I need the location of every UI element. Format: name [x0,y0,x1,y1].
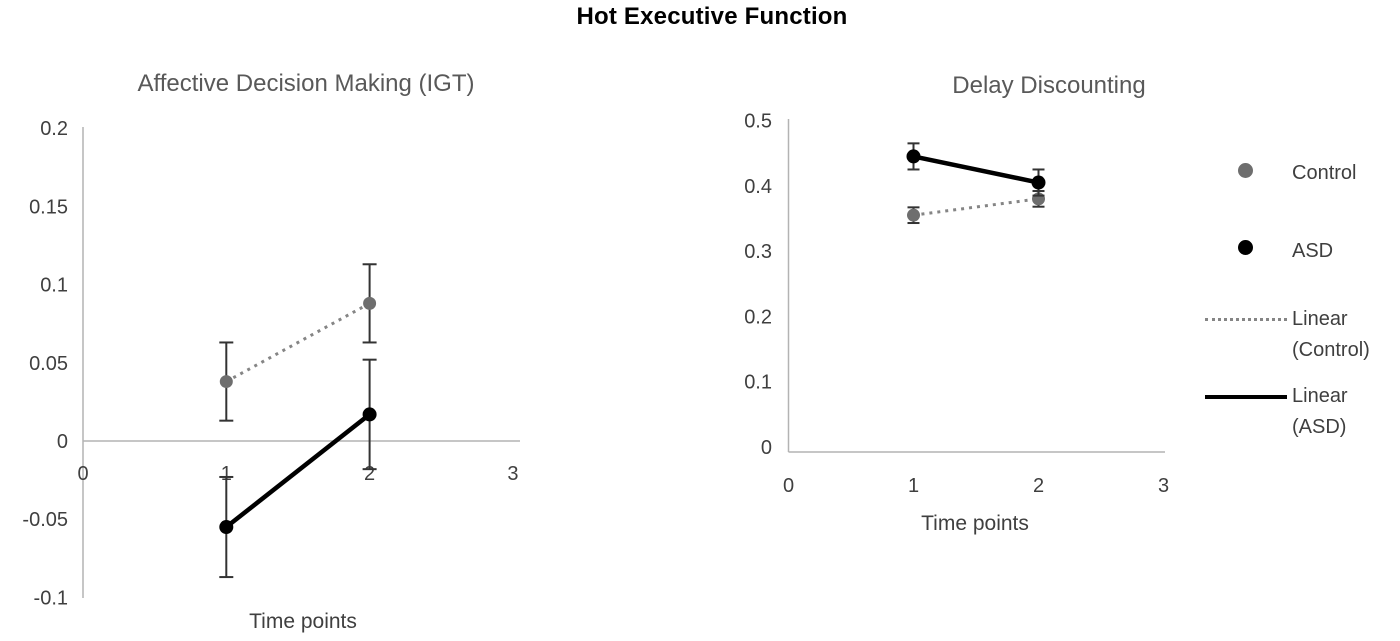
legend-label-linear-control: Linear (Control) [1292,308,1370,361]
legend-label-control: Control [1292,162,1357,184]
marker-control-t2 [363,296,377,310]
marker-asd-t1 [906,149,921,164]
y-tick-label: -0.1 [34,587,68,609]
y-tick-label: 0.2 [744,306,772,328]
x-tick-label: 2 [364,463,375,485]
y-tick-label: 0.5 [744,111,772,133]
x-tick-label: 3 [507,463,518,485]
y-tick-label: 0.3 [744,241,772,263]
x-tick-label: 2 [1033,475,1044,497]
chart-igt: 0.2 0.15 0.1 0.05 0 -0.05 -0.1 0 1 2 3 [22,118,520,609]
x-tick-label: 0 [77,463,88,485]
chart-delay-discounting: 0.5 0.4 0.3 0.2 0.1 00 1 2 3 [744,111,1169,498]
marker-asd-t2 [362,407,377,422]
chart-title-delay-discounting: Delay Discounting [952,72,1146,99]
marker-control-t1 [219,375,233,389]
y-tick-label: 0 [57,431,68,453]
legend-label-asd: ASD [1292,240,1334,262]
marker-control-t1 [907,208,920,222]
figure-title: Hot Executive Function [576,3,848,30]
y-tick-label: -0.05 [22,509,68,531]
x-tick-label: 1 [221,463,232,485]
marker-asd-t2 [1031,175,1046,190]
series-control [907,190,1045,225]
xaxis-label-delay-discounting: Time points [921,512,1029,535]
trend-line-asd [224,412,371,529]
y-tick-label: 0.2 [40,118,68,140]
series-asd [219,358,377,579]
y-tick-label: 0.1 [40,275,68,297]
asd-dot-icon [1238,240,1253,255]
linear-asd-solid-line-icon [1205,395,1287,399]
trend-line-control [225,302,371,383]
legend: Control ASD Linear (Control) Linear (ASD… [1195,130,1400,460]
legend-label-linear-asd: Linear (ASD) [1292,385,1348,438]
trend-line-control [913,197,1039,217]
marker-asd-t1 [219,520,234,535]
chart-title-igt: Affective Decision Making (IGT) [137,70,475,97]
x-tick-label: 3 [1158,475,1169,497]
series-control [219,263,377,422]
x-tick-label: 0 [783,475,794,497]
trend-line-asd [913,154,1039,185]
y-tick-label: 0 [761,437,772,459]
series-asd [906,142,1046,197]
y-tick-label: 0.15 [29,196,68,218]
y-tick-label: 0.4 [744,176,772,198]
y-tick-label: 0.05 [29,353,68,375]
y-tick-label: 0.1 [744,372,772,394]
x-tick-label: 1 [908,475,919,497]
linear-control-dotted-line-icon [1205,318,1287,321]
control-dot-icon [1238,163,1253,178]
xaxis-label-igt: Time points [249,610,357,633]
